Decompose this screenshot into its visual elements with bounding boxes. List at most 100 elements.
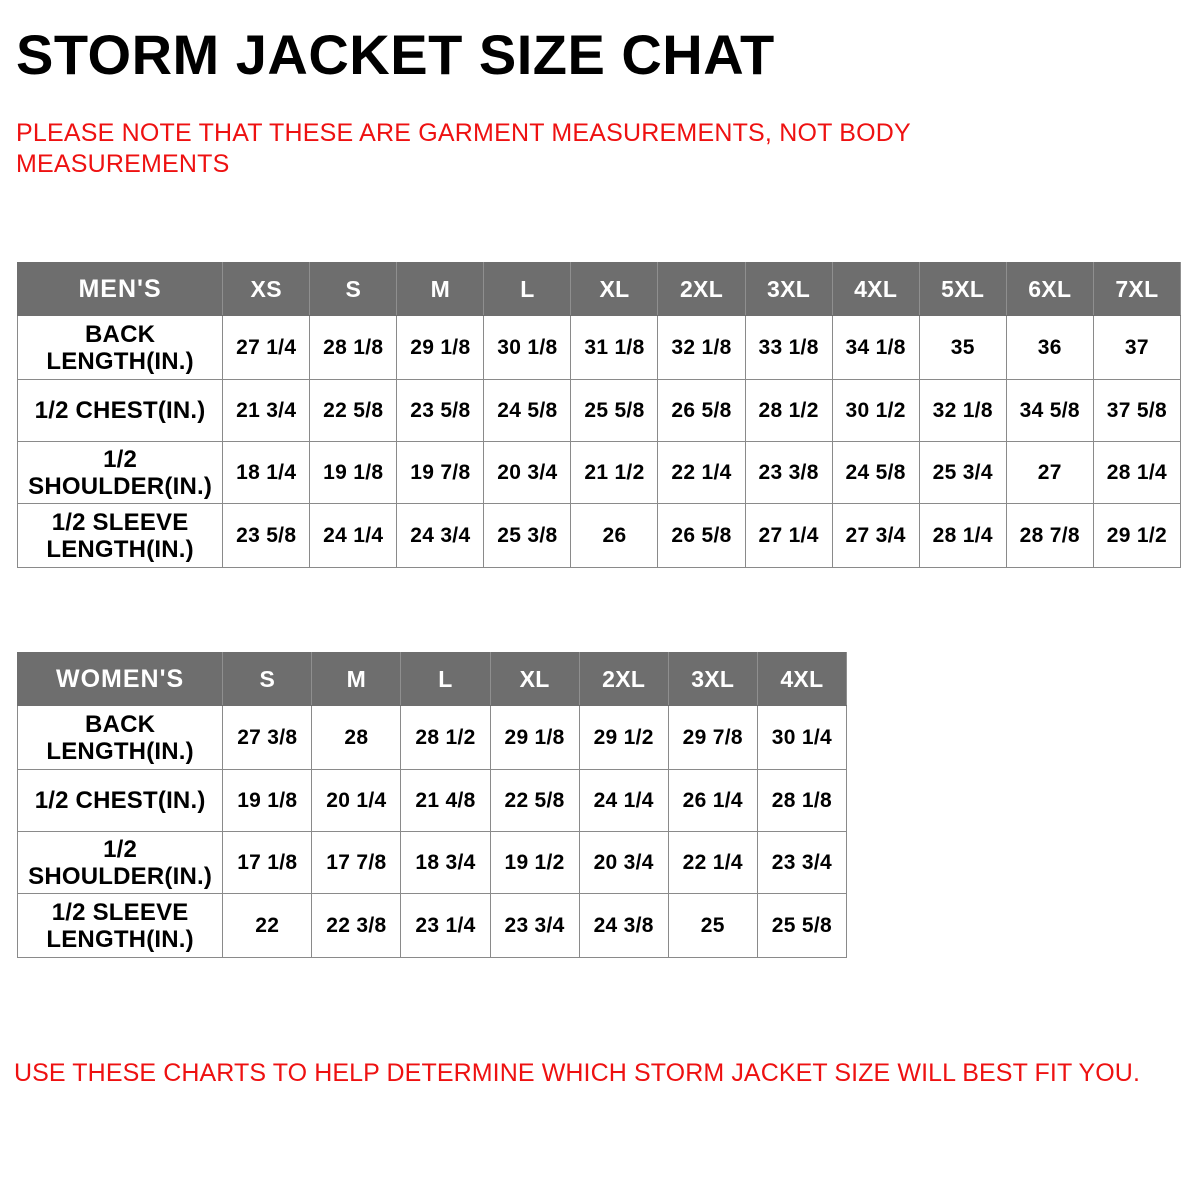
table-row: 1/2 SLEEVE LENGTH(IN.) 22 22 3/8 23 1/4 23 3/… [16,893,848,958]
label-line-1: BACK [85,320,156,348]
womens-measurement-label: 1/2 SHOULDER(IN.) [16,831,224,894]
measurement-cell: 32 1/8 [657,315,746,380]
womens-size-header-s: S [222,652,313,706]
measurement-cell: 28 1/8 [309,315,398,380]
footer-help-note: USE THESE CHARTS TO HELP DETERMINE WHICH… [14,1059,1140,1087]
measurement-cell: 25 5/8 [570,379,659,442]
womens-group-label: WOMEN'S [16,652,224,706]
measurement-cell: 17 1/8 [222,831,313,894]
measurement-cell: 27 3/8 [222,705,313,770]
measurement-cell: 35 [918,315,1007,380]
womens-header-row: WOMEN'S S M L XL 2XL 3XL 4XL [16,652,848,706]
measurement-cell: 22 5/8 [309,379,398,442]
measurement-cell: 20 3/4 [578,831,669,894]
measurement-cell: 28 1/8 [756,769,848,832]
measurement-cell: 23 3/4 [489,893,580,958]
measurement-cell: 23 1/4 [400,893,491,958]
table-row: 1/2 SHOULDER(IN.) 17 1/8 17 7/8 18 3/4 19 1/… [16,831,848,894]
mens-size-table: MEN'S XS S M L XL 2XL 3XL 4XL 5XL 6XL 7XL BACK LENGT… [16,262,1182,568]
label-line-2: LENGTH(IN.) [46,737,194,765]
measurement-cell: 29 1/8 [489,705,580,770]
measurement-cell: 22 1/4 [657,441,746,504]
label-line-2: LENGTH(IN.) [46,347,194,375]
mens-size-header-5xl: 5XL [918,262,1007,316]
measurement-cell: 31 1/8 [570,315,659,380]
womens-size-header-l: L [400,652,491,706]
measurement-cell: 28 1/4 [918,503,1007,568]
womens-size-table: WOMEN'S S M L XL 2XL 3XL 4XL BACK LENGTH(IN.) 27 … [16,652,848,958]
mens-size-header-3xl: 3XL [744,262,833,316]
womens-measurement-label: BACK LENGTH(IN.) [16,705,224,770]
table-row: BACK LENGTH(IN.) 27 1/4 28 1/8 29 1/8 30 1/8 3… [16,315,1182,380]
measurement-cell: 28 [311,705,402,770]
measurement-cell: 27 3/4 [831,503,920,568]
table-row: 1/2 CHEST(IN.) 21 3/4 22 5/8 23 5/8 24 5/8 25… [16,379,1182,442]
measurement-cell: 30 1/8 [483,315,572,380]
mens-size-header-2xl: 2XL [657,262,746,316]
womens-size-header-xl: XL [489,652,580,706]
measurement-cell: 24 1/4 [578,769,669,832]
label-line-1: 1/2 CHEST(IN.) [34,787,206,814]
measurement-cell: 22 1/4 [667,831,758,894]
womens-table-header: WOMEN'S S M L XL 2XL 3XL 4XL [16,652,848,706]
mens-size-header-6xl: 6XL [1005,262,1094,316]
measurement-cell: 21 1/2 [570,441,659,504]
measurement-cell: 20 1/4 [311,769,402,832]
label-line-1: 1/2 SLEEVE [51,508,189,536]
measurement-cell: 24 3/4 [396,503,485,568]
womens-size-header-4xl: 4XL [756,652,848,706]
label-line-1: 1/2 SLEEVE [51,898,189,926]
mens-size-header-l: L [483,262,572,316]
measurement-cell: 19 7/8 [396,441,485,504]
womens-measurement-label: 1/2 SLEEVE LENGTH(IN.) [16,893,224,958]
mens-header-row: MEN'S XS S M L XL 2XL 3XL 4XL 5XL 6XL 7XL [16,262,1182,316]
mens-size-header-xs: XS [222,262,311,316]
page-title: STORM JACKET SIZE CHAT [16,23,775,86]
measurement-cell: 21 4/8 [400,769,491,832]
label-line-1: 1/2 SHOULDER(IN.) [28,835,213,890]
label-line-1: BACK [85,710,156,738]
measurement-cell: 26 5/8 [657,503,746,568]
measurement-cell: 22 [222,893,313,958]
measurement-cell: 27 [1005,441,1094,504]
measurement-cell: 30 1/4 [756,705,848,770]
mens-table-body: BACK LENGTH(IN.) 27 1/4 28 1/8 29 1/8 30 1/8 3… [16,315,1182,568]
mens-size-header-xl: XL [570,262,659,316]
label-line-1: 1/2 SHOULDER(IN.) [28,445,213,500]
measurement-cell: 22 3/8 [311,893,402,958]
measurement-cell: 26 5/8 [657,379,746,442]
mens-size-header-m: M [396,262,485,316]
label-line-2: LENGTH(IN.) [46,535,194,563]
measurement-cell: 24 5/8 [831,441,920,504]
measurement-cell: 29 7/8 [667,705,758,770]
measurement-cell: 25 5/8 [756,893,848,958]
measurement-cell: 21 3/4 [222,379,311,442]
measurement-cell: 28 1/2 [400,705,491,770]
measurement-cell: 23 5/8 [222,503,311,568]
mens-size-header-s: S [309,262,398,316]
womens-size-header-m: M [311,652,402,706]
measurement-cell: 24 3/8 [578,893,669,958]
measurement-cell: 36 [1005,315,1094,380]
garment-measurement-note: PLEASE NOTE THAT THESE ARE GARMENT MEASU… [16,119,911,178]
womens-table-body: BACK LENGTH(IN.) 27 3/8 28 28 1/2 29 1/8 29 1/… [16,705,848,958]
measurement-cell: 24 5/8 [483,379,572,442]
measurement-cell: 37 [1092,315,1182,380]
mens-table-header: MEN'S XS S M L XL 2XL 3XL 4XL 5XL 6XL 7XL [16,262,1182,316]
measurement-cell: 23 3/8 [744,441,833,504]
measurement-cell: 28 1/4 [1092,441,1182,504]
measurement-cell: 27 1/4 [744,503,833,568]
table-row: BACK LENGTH(IN.) 27 3/8 28 28 1/2 29 1/8 29 1/… [16,705,848,770]
measurement-cell: 34 1/8 [831,315,920,380]
measurement-cell: 18 1/4 [222,441,311,504]
mens-measurement-label: 1/2 SHOULDER(IN.) [16,441,224,504]
measurement-cell: 28 1/2 [744,379,833,442]
table-row: 1/2 SLEEVE LENGTH(IN.) 23 5/8 24 1/4 24 3/4 2… [16,503,1182,568]
measurement-cell: 25 3/4 [918,441,1007,504]
measurement-cell: 29 1/2 [578,705,669,770]
measurement-cell: 19 1/2 [489,831,580,894]
measurement-cell: 28 7/8 [1005,503,1094,568]
womens-size-header-3xl: 3XL [667,652,758,706]
label-line-1: 1/2 CHEST(IN.) [34,397,206,424]
measurement-cell: 26 1/4 [667,769,758,832]
